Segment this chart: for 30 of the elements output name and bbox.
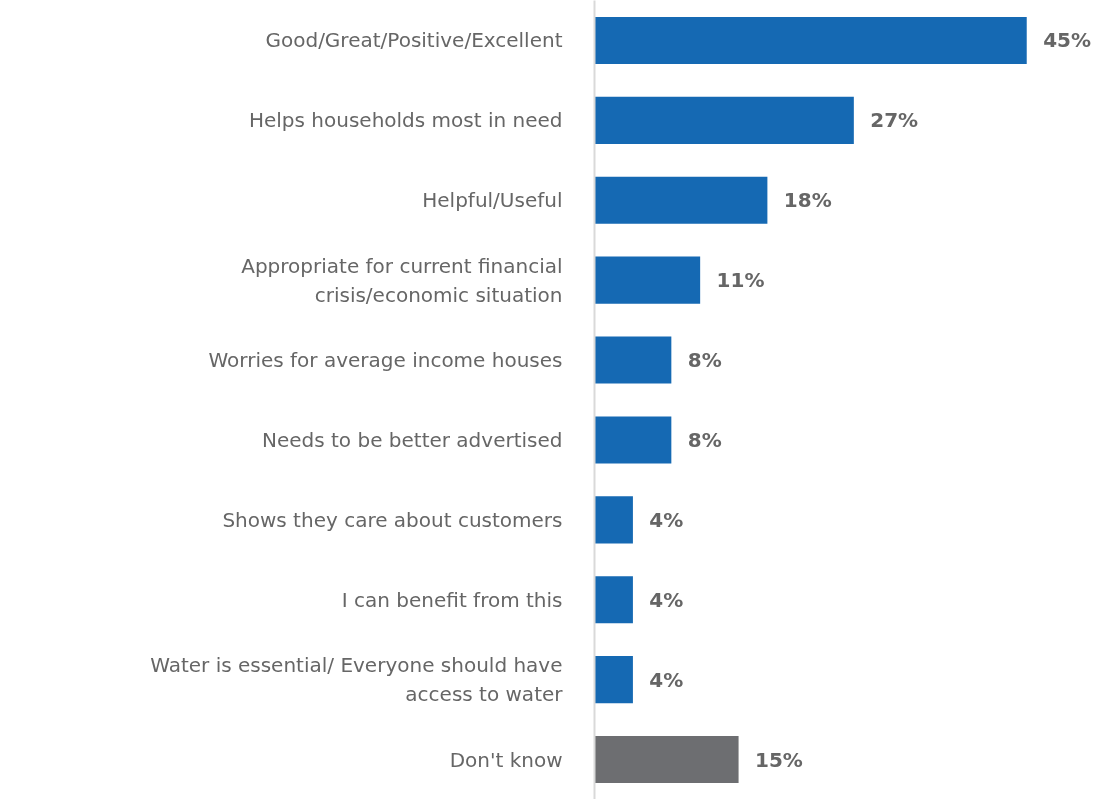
y-tick-label: Worries for average income houses (208, 348, 563, 373)
data-label: 8% (687, 348, 722, 373)
y-tick-label: I can benefit from this (341, 587, 563, 612)
data-label: 15% (755, 747, 803, 772)
y-tick-label: Water is essential/ Everyone should have access to water (150, 653, 564, 707)
data-label: 8% (687, 427, 722, 452)
y-tick-label: Needs to be better advertised (261, 427, 563, 452)
bar (594, 176, 768, 224)
data-label: 18% (783, 188, 832, 213)
y-tick-label: Shows they care about customers (222, 507, 563, 532)
bar (594, 656, 633, 704)
bar (594, 96, 854, 144)
data-label: 4% (649, 507, 684, 532)
y-tick-label: Appropriate for current financial crisis/economic situation (241, 253, 563, 307)
data-label: 11% (716, 268, 765, 293)
y-tick-label: Don't know (449, 747, 563, 772)
bar (594, 416, 672, 464)
y-tick-label: Helps households most in need (248, 108, 563, 133)
bar (594, 576, 633, 624)
bar (594, 496, 633, 544)
data-label: 45% (1043, 28, 1092, 53)
bar (594, 256, 701, 304)
data-label: 27% (870, 108, 919, 133)
bar (594, 735, 739, 784)
bar (594, 16, 1027, 65)
data-label: 4% (649, 667, 684, 692)
data-label: 4% (649, 587, 684, 612)
bar (594, 336, 672, 384)
y-tick-label: Good/Great/Positive/Excellent (265, 28, 563, 53)
y-tick-label: Helpful/Useful (422, 188, 563, 213)
